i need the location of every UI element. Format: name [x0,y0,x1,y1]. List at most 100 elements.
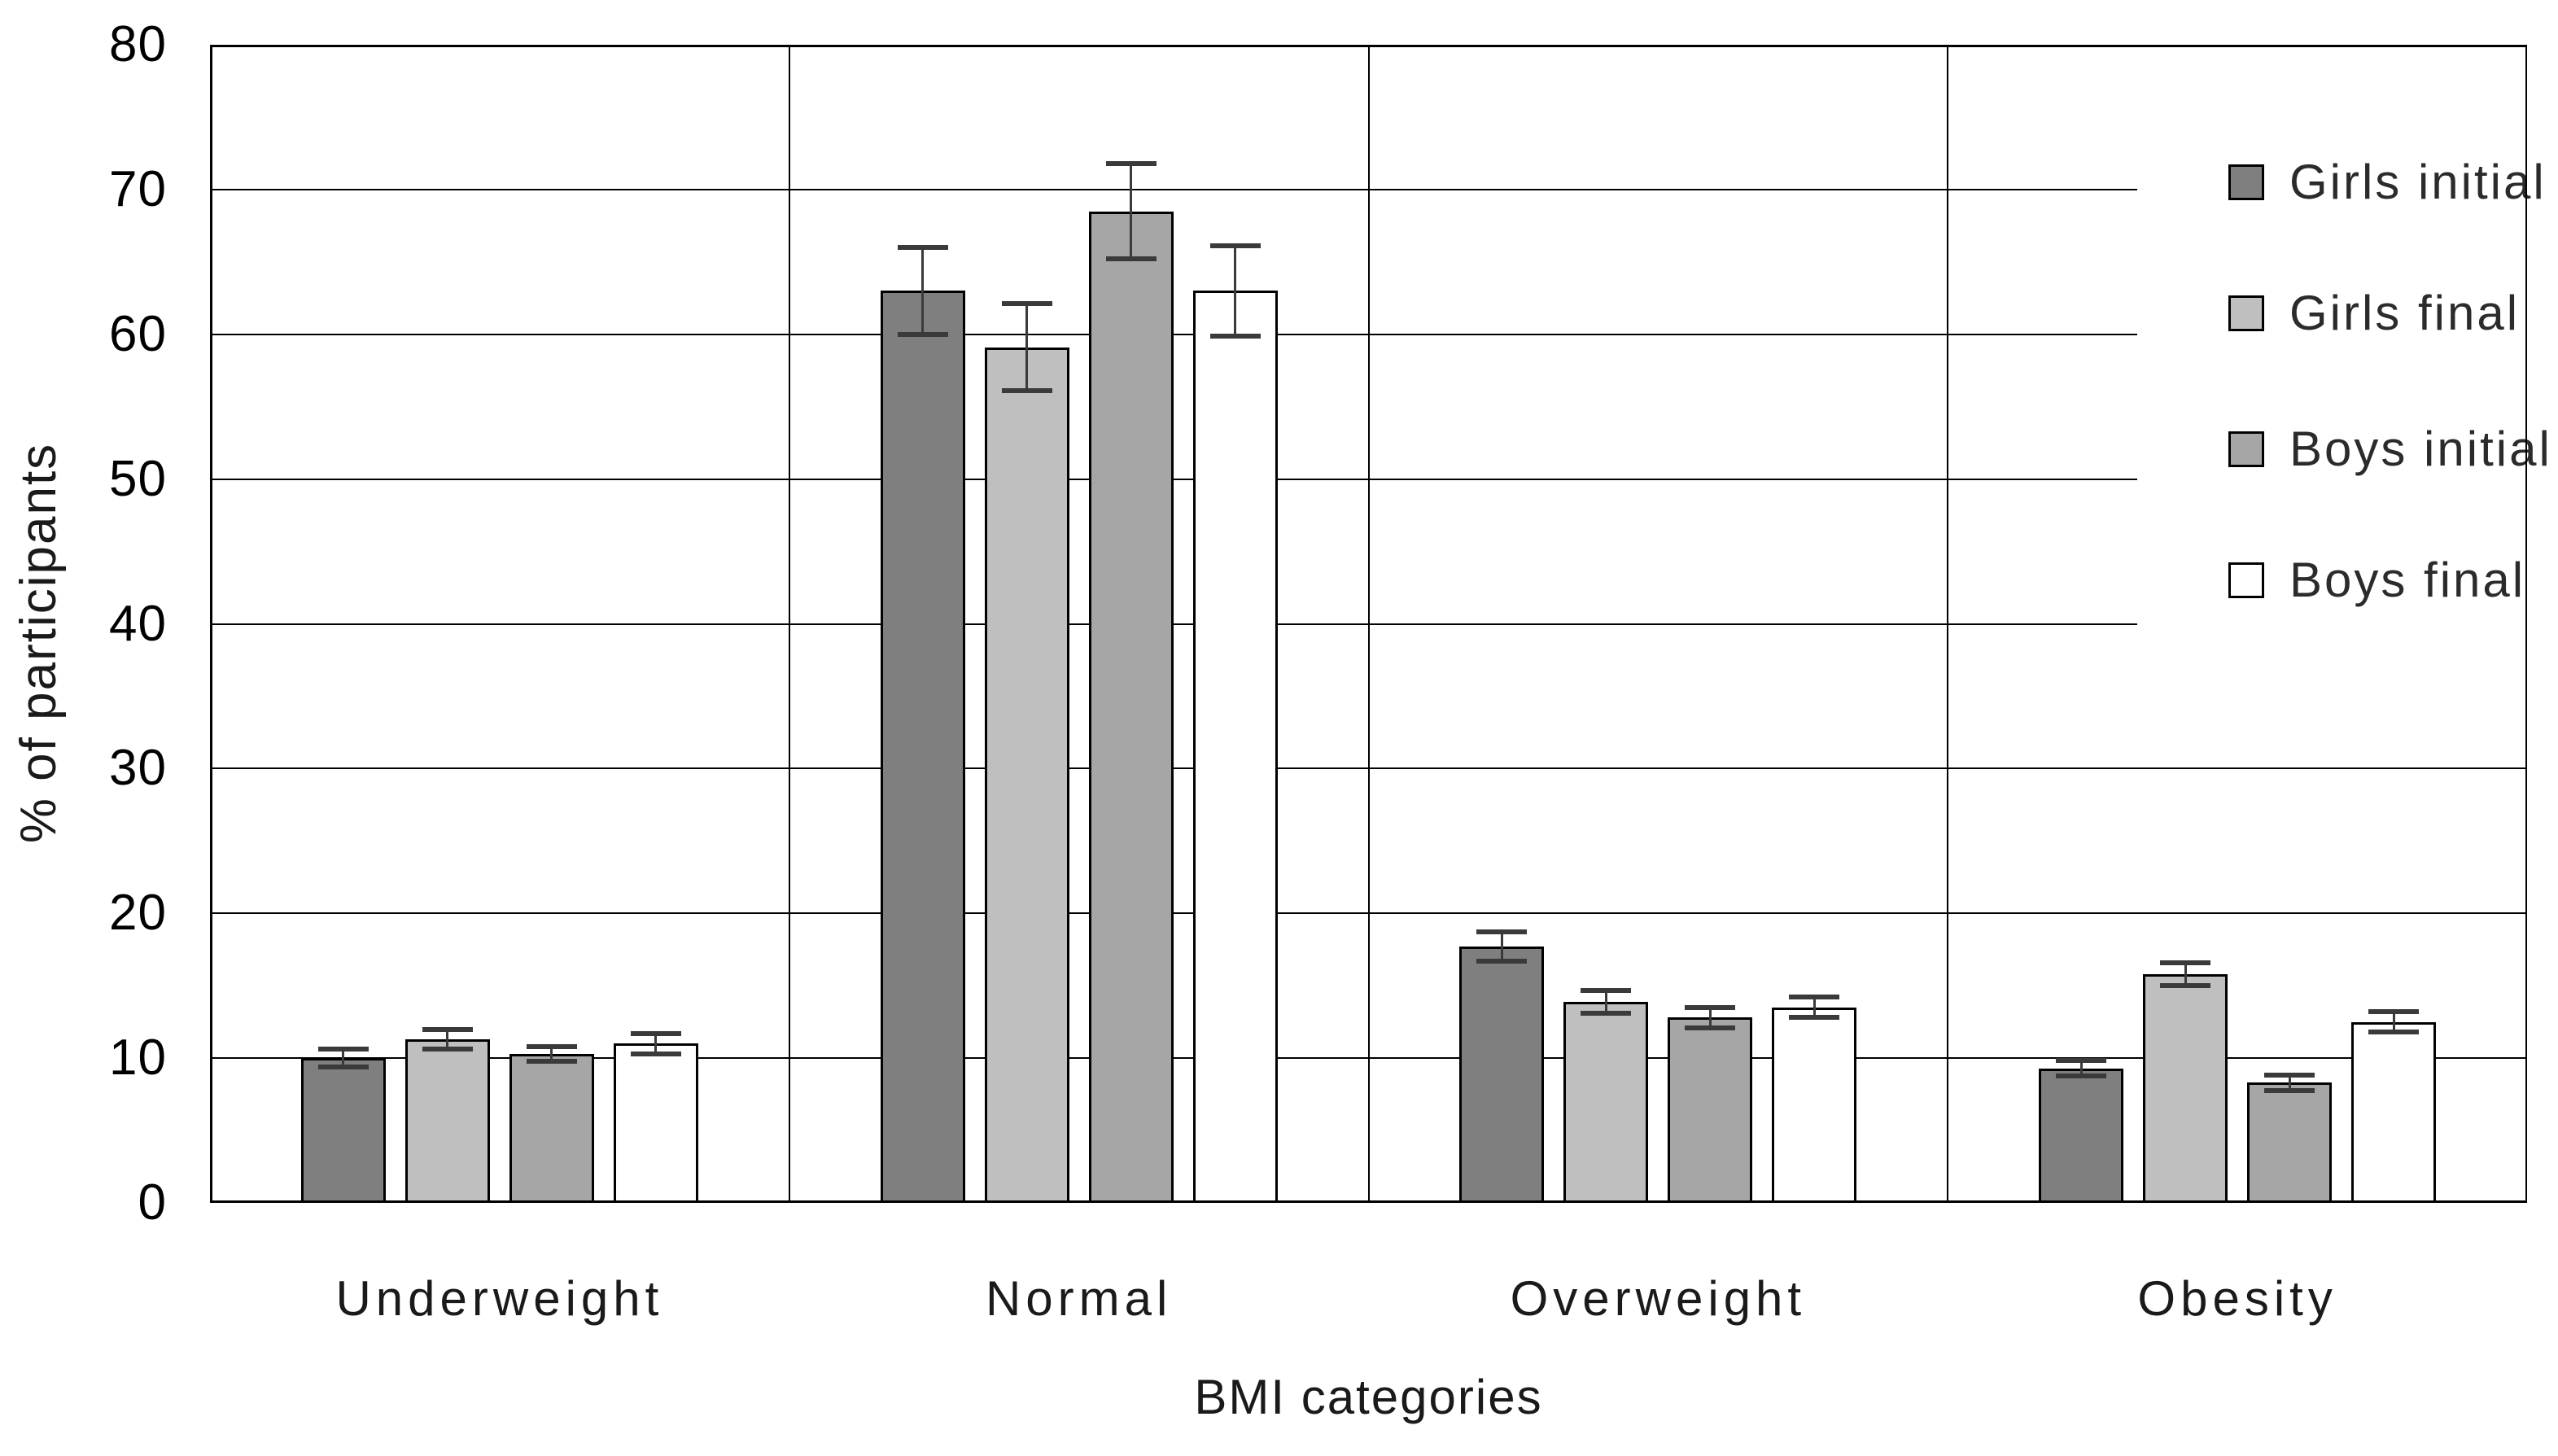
bar-boys-final-normal [1192,291,1278,1203]
error-bar-cap-bottom [1581,1010,1632,1016]
error-bar-stem [1708,1007,1712,1028]
y-tick-label-10: 10 [109,1030,167,1087]
error-bar-cap-bottom [2160,983,2211,989]
error-bar-cap-top [630,1030,681,1036]
bar-boys-initial-normal [1088,211,1174,1203]
legend-label: Girls final [2289,286,2521,340]
error-bar-cap-bottom [1209,333,1261,339]
category-separator [1947,45,1949,1203]
x-axis-title: BMI categories [1194,1370,1543,1424]
category-label-underweight: Underweight [335,1271,664,1326]
category-separator [788,45,790,1203]
category-label-obesity: Obesity [2137,1271,2337,1326]
bar-girls-final-normal [984,347,1069,1203]
error-bar-cap-top [1685,1004,1736,1010]
y-tick-label-60: 60 [109,305,167,362]
plot-area: Girls initial Girls final Boys initial Boys… [210,45,2558,1203]
legend-swatch-icon [2228,295,2264,331]
legend: Girls initial Girls final Boys initial Boys… [2137,134,2558,627]
bar-boys-final-obesity [2351,1021,2437,1203]
error-bar-stem [1234,246,1237,336]
y-axis-line [210,45,212,1203]
bar-boys-final-overweight [1772,1007,1857,1203]
error-bar-cap-top [2160,960,2211,965]
error-bar-stem [654,1033,658,1054]
category-label-normal: Normal [985,1271,1173,1326]
plot-border-right [2525,45,2527,1203]
error-bar-cap-top [2368,1009,2420,1015]
error-bar-cap-bottom [526,1058,577,1064]
error-bar-cap-top [526,1043,577,1049]
legend-swatch-icon [2228,562,2264,598]
x-axis-line [210,1200,2527,1203]
bar-boys-initial-obesity [2247,1082,2333,1203]
error-bar-cap-bottom [2056,1073,2107,1079]
legend-item-girls-final: Girls final [2137,288,2558,339]
legend-label: Girls initial [2289,155,2547,209]
error-bar-cap-top [2056,1057,2107,1063]
error-bar-cap-bottom [630,1051,681,1056]
error-bar-cap-top [1105,160,1157,166]
error-bar-cap-top [422,1026,473,1032]
y-tick-label-20: 20 [109,885,167,942]
error-bar-cap-bottom [897,331,948,337]
error-bar-cap-bottom [1105,256,1157,262]
legend-item-boys-initial: Boys initial [2137,424,2558,474]
error-bar-stem [1604,990,1607,1013]
y-tick-label-40: 40 [109,595,167,652]
error-bar-cap-bottom [2368,1030,2420,1035]
error-bar-cap-top [1476,929,1528,935]
bar-girls-initial-obesity [2039,1068,2124,1203]
category-separator [1367,45,1370,1203]
error-bar-cap-bottom [1001,388,1052,394]
bar-girls-initial-underweight [300,1058,386,1203]
bar-boys-initial-overweight [1668,1017,1753,1203]
legend-item-girls-initial: Girls initial [2137,157,2558,208]
error-bar-stem [2392,1012,2395,1033]
error-bar-cap-bottom [1685,1025,1736,1030]
bar-girls-final-underweight [404,1039,490,1203]
bar-boys-initial-underweight [509,1053,594,1203]
error-bar-stem [446,1029,449,1050]
error-bar-cap-bottom [317,1064,369,1069]
bar-girls-final-obesity [2143,973,2228,1203]
error-bar-cap-top [1789,995,1840,1000]
legend-item-boys-final: Boys final [2137,555,2558,606]
y-tick-label-50: 50 [109,450,167,507]
legend-label: Boys initial [2289,422,2552,476]
legend-swatch-icon [2228,431,2264,467]
error-bar-cap-bottom [1476,958,1528,964]
legend-swatch-icon [2228,164,2264,200]
error-bar-stem [1130,163,1133,260]
bar-boys-final-underweight [613,1043,698,1203]
y-tick-label-80: 80 [109,16,167,72]
error-bar-cap-bottom [2264,1088,2315,1094]
error-bar-cap-top [317,1047,369,1052]
error-bar-stem [550,1046,553,1061]
y-tick-label-70: 70 [109,160,167,217]
error-bar-stem [1500,932,1503,961]
error-bar-cap-bottom [1789,1015,1840,1021]
error-bar-stem [1812,997,1816,1018]
error-bar-cap-top [1581,987,1632,993]
error-bar-cap-top [1209,243,1261,249]
error-bar-cap-top [1001,301,1052,307]
error-bar-stem [1025,304,1029,391]
error-bar-stem [2184,962,2187,986]
bar-girls-initial-normal [880,291,965,1203]
error-bar-stem [2079,1060,2083,1077]
category-label-overweight: Overweight [1510,1271,1807,1326]
error-bar-stem [2288,1074,2291,1091]
error-bar-cap-top [2264,1072,2315,1078]
error-bar-stem [921,247,925,334]
error-bar-cap-bottom [422,1047,473,1052]
y-tick-label-30: 30 [109,740,167,797]
plot-border-top [210,45,2527,47]
error-bar-stem [342,1049,345,1067]
error-bar-cap-top [897,245,948,251]
legend-label: Boys final [2289,553,2526,607]
y-tick-label-0: 0 [138,1174,167,1231]
bar-girls-final-overweight [1563,1001,1649,1203]
bar-girls-initial-overweight [1459,947,1545,1203]
